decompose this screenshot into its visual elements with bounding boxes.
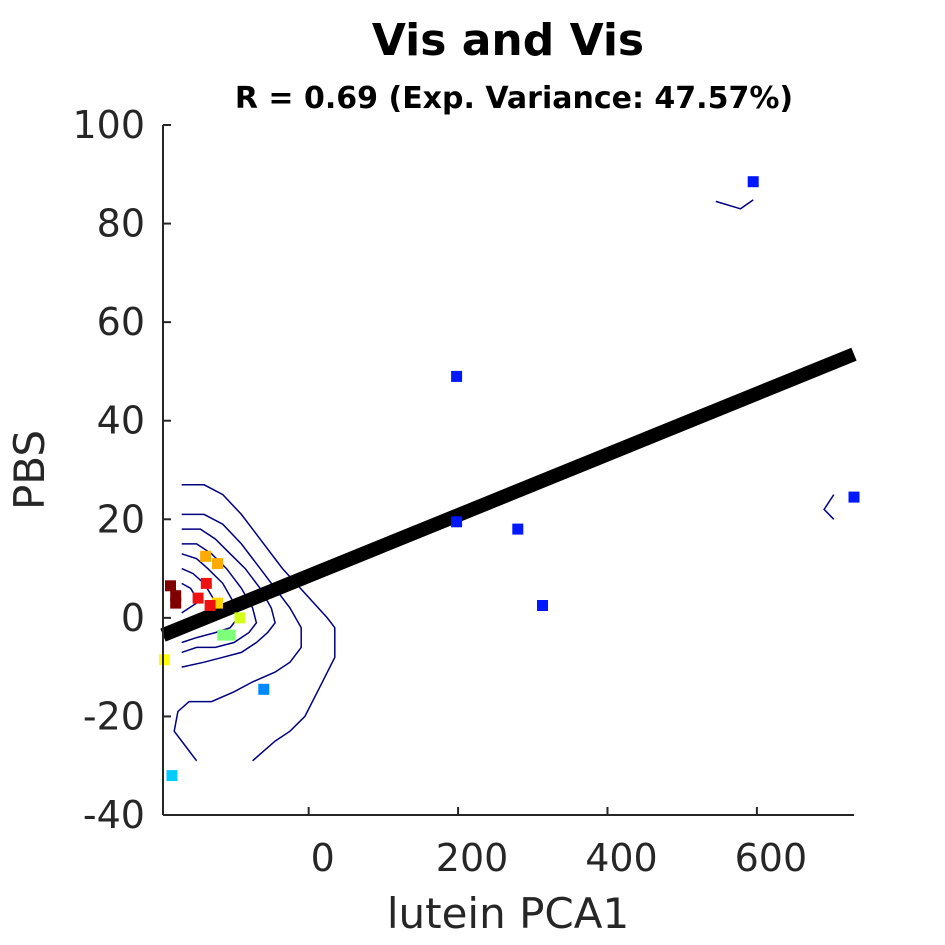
data-point <box>200 577 212 589</box>
chart-subtitle: R = 0.69 (Exp. Variance: 47.57%) <box>235 81 793 116</box>
regression-line-group <box>160 347 857 642</box>
y-tick-label: 100 <box>72 103 145 147</box>
x-tick-label: 400 <box>585 836 658 880</box>
data-point <box>212 597 223 609</box>
y-tick-label: 80 <box>97 202 145 246</box>
data-point <box>170 590 182 602</box>
data-point <box>848 491 860 503</box>
data-point <box>192 592 204 604</box>
contour-line <box>715 199 754 210</box>
data-points <box>159 176 860 782</box>
regression-line <box>160 347 857 642</box>
y-tick-label: 0 <box>121 596 145 640</box>
y-tick-label: 20 <box>97 497 145 541</box>
data-point <box>451 370 463 382</box>
y-tick-label: -20 <box>83 694 145 738</box>
data-point <box>217 629 229 641</box>
contour-line <box>181 484 336 762</box>
x-ticks: 0 200 400 600 <box>307 807 808 880</box>
data-point <box>166 770 178 782</box>
data-point <box>258 683 270 695</box>
data-point <box>537 600 548 611</box>
axes <box>162 125 854 816</box>
chart-title: Vis and Vis <box>372 15 644 66</box>
data-point <box>170 597 182 609</box>
data-point <box>204 600 216 611</box>
data-point <box>165 580 176 592</box>
data-point <box>512 523 524 535</box>
y-ticks: -40 -20 0 20 40 60 80 100 <box>72 103 171 837</box>
x-tick-label: 200 <box>436 836 509 880</box>
contour-line <box>823 494 835 520</box>
x-axis-label: lutein PCA1 <box>387 889 629 938</box>
x-tick-label: 0 <box>311 836 335 880</box>
data-point <box>200 550 212 562</box>
data-point <box>224 629 236 641</box>
data-point <box>234 612 246 624</box>
data-point <box>451 516 463 528</box>
data-point <box>212 558 223 570</box>
y-tick-label: 40 <box>97 399 145 443</box>
x-tick-label: 600 <box>735 836 808 880</box>
contour-lines <box>173 199 835 762</box>
data-point <box>159 654 170 666</box>
y-axis-label: PBS <box>5 430 54 510</box>
data-point <box>747 176 759 188</box>
contour-line <box>173 513 302 762</box>
contour-line <box>181 528 276 668</box>
y-tick-label: 60 <box>97 300 145 344</box>
y-tick-label: -40 <box>83 793 145 837</box>
